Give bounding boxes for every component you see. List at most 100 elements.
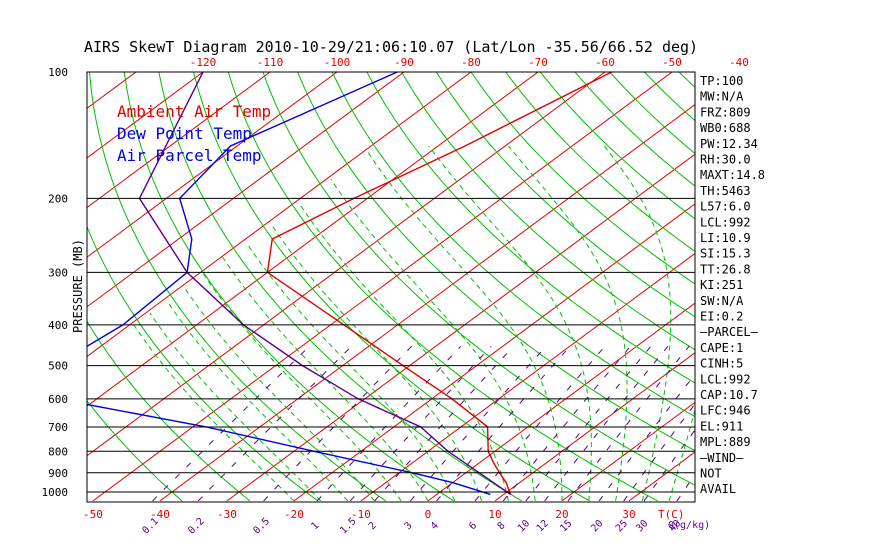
index-entry: PW:12.34 (700, 137, 758, 151)
moist-adiabat-line (201, 272, 402, 502)
pressure-tick-label: 300 (48, 266, 68, 279)
bottom-temp-tick-label: 30 (622, 508, 635, 521)
moist-adiabat-line (221, 256, 429, 502)
dry-adiabat-line (852, 72, 870, 501)
isotherm-line (87, 72, 606, 457)
index-entry: LI:10.9 (700, 231, 751, 245)
index-entry: CINH:5 (700, 357, 743, 371)
dry-adiabat-line (366, 72, 695, 384)
isotherm-line (87, 72, 405, 308)
series-line-3 (138, 72, 511, 495)
legend: Ambient Air Temp Dew Point Temp Air Parcel… (117, 102, 271, 165)
moist-adiabat-line (245, 242, 456, 502)
pressure-tick-label: 1000 (42, 486, 69, 499)
top-temp-tick-label: -90 (394, 56, 414, 69)
index-entry: TH:5463 (700, 184, 751, 198)
bottom-temp-tick-label: 0 (425, 508, 432, 521)
mixing-ratio-tick-label: 6 (467, 520, 479, 532)
mixing-ratio-tick-label: 1 (309, 520, 321, 532)
mixing-ratio-tick-label: 10 (516, 518, 532, 534)
mixing-ratio-line (525, 345, 652, 502)
bottom-temp-tick-label: -30 (217, 508, 237, 521)
moist-adiabat-line (367, 151, 563, 501)
bottom-temp-tick-label: -50 (83, 508, 103, 521)
bottom-temp-tick-label: 10 (488, 508, 501, 521)
dry-adiabat-line (470, 72, 695, 285)
isotherm-line (427, 302, 695, 502)
isotherm-line (92, 72, 673, 502)
mixing-ratio-tick-label: 8 (496, 520, 508, 532)
bottom-temp-tick-label: -20 (284, 508, 304, 521)
index-entry: KI:251 (700, 278, 743, 292)
legend-entry: Dew Point Temp (117, 124, 252, 143)
dry-adiabat-line (89, 72, 387, 502)
mixing-ratio-line (598, 373, 695, 502)
isotherm-line (0, 72, 2, 501)
pressure-tick-label: 800 (48, 445, 68, 458)
index-entry: TT:26.8 (700, 262, 751, 276)
dry-adiabat-line (297, 72, 695, 452)
pressure-tick-label: 500 (48, 360, 68, 373)
mixing-ratio-tick-label: 20 (589, 518, 605, 534)
dry-adiabat-line (193, 72, 590, 502)
bottom-temp-tick-label: 20 (555, 508, 568, 521)
isotherm-line (293, 203, 695, 502)
top-temp-tick-label: -100 (324, 56, 351, 69)
moist-adiabat-line (166, 300, 348, 502)
dry-adiabat-line (87, 320, 251, 502)
top-temp-tick-label: -60 (595, 56, 615, 69)
bottom-temp-unit-label: T(C) (658, 508, 685, 521)
mixing-ratio-tick-label: 3 (403, 520, 415, 532)
dry-adiabat-line (87, 399, 183, 502)
mixing-ratio-tick-label: 4 (429, 520, 441, 532)
top-temp-tick-label: -80 (461, 56, 481, 69)
mixing-ratio-tick-label: 0.2 (186, 516, 207, 537)
dry-adiabat-line (401, 72, 695, 351)
mixing-ratio-tick-label: 0.5 (252, 516, 273, 537)
index-entry: SI:15.3 (700, 247, 751, 261)
mixing-ratio-tick-label: 30 (634, 518, 650, 534)
top-temp-tick-label: -70 (528, 56, 548, 69)
legend-entry: Ambient Air Temp (117, 102, 271, 121)
isotherm-line (87, 72, 271, 209)
mixing-ratio-line (349, 345, 492, 502)
pressure-tick-label: 600 (48, 393, 68, 406)
isotherm-line (87, 72, 338, 258)
moist-adiabat-line (133, 324, 295, 502)
mixing-ratio-line (544, 345, 669, 502)
dry-adiabat-line (158, 72, 522, 502)
isotherm-line (561, 401, 695, 502)
index-entry: LCL:992 (700, 372, 751, 386)
dry-adiabat-line (435, 72, 695, 318)
isotherm-line (87, 72, 539, 407)
dry-adiabat-line (818, 72, 870, 501)
moist-adiabat-line (149, 312, 322, 502)
index-entry: EL:911 (700, 419, 743, 433)
isotherm-line (830, 72, 870, 501)
index-entry: CAPE:1 (700, 341, 743, 355)
dry-adiabat-line (123, 72, 454, 502)
mixing-ratio-line (436, 345, 571, 502)
isotherm-line (763, 72, 870, 501)
index-entry: FRZ:809 (700, 105, 751, 119)
top-temp-tick-label: -110 (257, 56, 284, 69)
chart-title: AIRS SkewT Diagram 2010-10-29/21:06:10.0… (84, 38, 698, 56)
moist-adiabat-line (330, 178, 536, 501)
bottom-temp-tick-label: -10 (351, 508, 371, 521)
isotherm-line (87, 72, 472, 358)
index-entry: LCL:992 (700, 215, 751, 229)
pressure-tick-label: 200 (48, 192, 68, 205)
pressure-tick-label: 900 (48, 467, 68, 480)
index-entry: L57:6.0 (700, 200, 751, 214)
mixing-ratio-line (263, 345, 412, 502)
mixing-ratio-line (474, 345, 606, 502)
y-axis-label: PRESSURE (MB) (71, 239, 85, 333)
mixing-ratio-line (410, 345, 547, 502)
moist-adiabat-line (298, 202, 509, 502)
index-entry: MAXT:14.8 (700, 168, 765, 182)
dry-adiabat-line (505, 72, 695, 252)
series-line-1 (266, 72, 613, 495)
